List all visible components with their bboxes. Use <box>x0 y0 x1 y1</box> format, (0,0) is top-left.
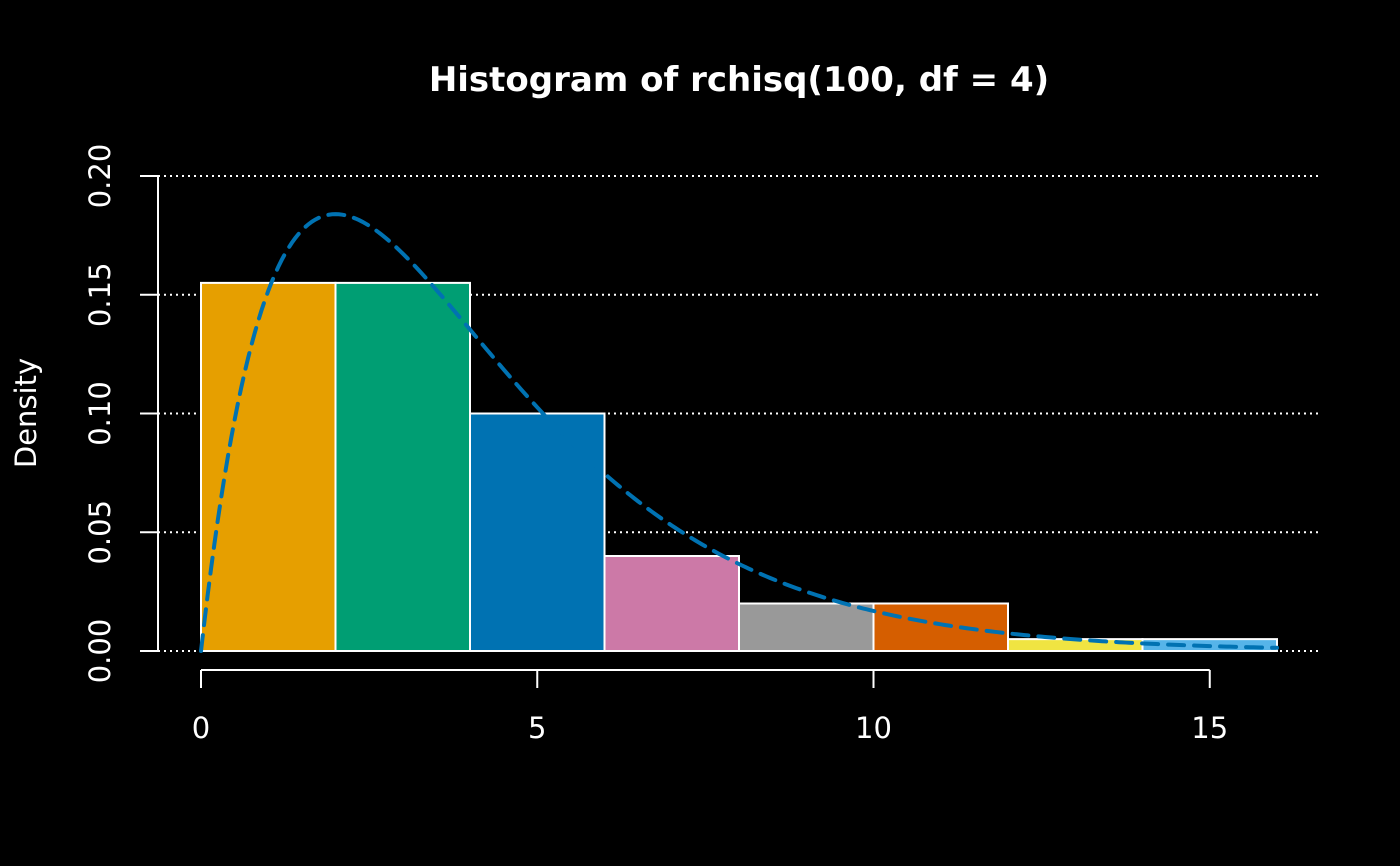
histogram-bar-0 <box>200 281 337 652</box>
histogram-bar-4 <box>738 602 875 652</box>
density-curve-layer <box>199 212 1279 653</box>
x-tick-label-0: 0 <box>192 711 210 745</box>
histogram-bar-1 <box>334 281 471 652</box>
y-tick-label-3: 0.15 <box>83 262 117 327</box>
x-tick-label-1: 5 <box>528 711 546 745</box>
histogram-bar-3 <box>603 555 740 652</box>
axes: 0.00 0.05 0.10 0.15 0.20 0 5 10 15 <box>83 144 1228 745</box>
histogram-bars <box>200 281 1278 652</box>
x-tick-label-3: 15 <box>1191 711 1228 745</box>
chart-title: Histogram of rchisq(100, df = 4) <box>429 60 1049 100</box>
y-tick-label-1: 0.05 <box>83 500 117 565</box>
histogram-bar-2 <box>469 412 606 652</box>
density-curve <box>199 212 1279 653</box>
y-tick-label-4: 0.20 <box>83 144 117 209</box>
y-axis-label: Density <box>9 358 43 468</box>
histogram-bar-5 <box>872 602 1009 652</box>
y-tick-label-0: 0.00 <box>83 619 117 684</box>
y-tick-label-2: 0.10 <box>83 381 117 446</box>
x-tick-label-2: 10 <box>855 711 892 745</box>
